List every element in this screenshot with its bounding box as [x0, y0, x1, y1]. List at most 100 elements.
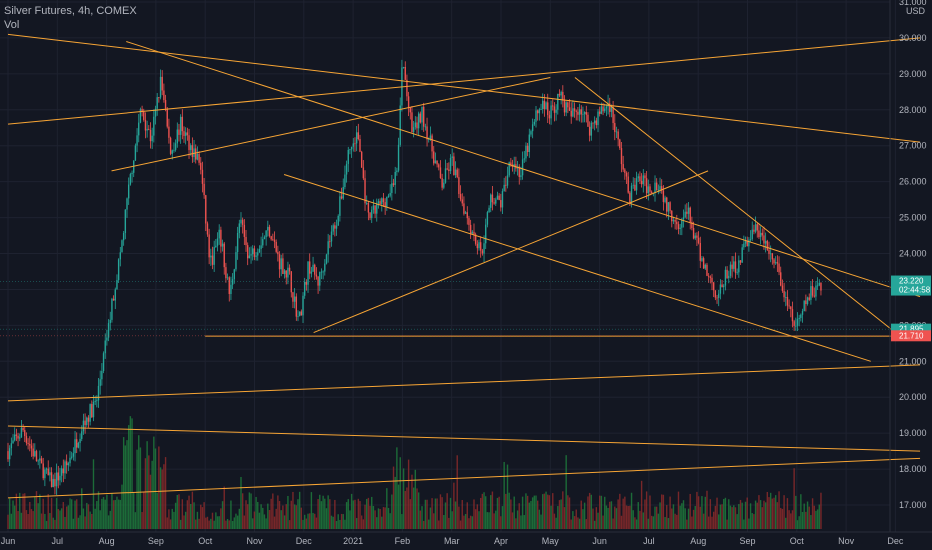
candle-body	[7, 451, 9, 460]
volume-bar	[332, 516, 334, 529]
volume-bar	[481, 493, 484, 529]
candle-body	[763, 235, 765, 244]
volume-bar	[280, 510, 282, 529]
candle-body	[543, 100, 546, 110]
volume-bar	[394, 476, 396, 529]
volume-bar	[309, 513, 311, 529]
candle-body	[72, 453, 75, 457]
volume-bar	[664, 517, 666, 529]
candle-body	[344, 174, 346, 187]
candle-body	[451, 156, 453, 158]
volume-bar	[364, 504, 366, 529]
volume-bar	[709, 499, 712, 529]
candle-body	[756, 224, 758, 231]
volume-bar	[292, 491, 294, 529]
volume-bar	[429, 507, 432, 529]
volume-bar	[330, 515, 333, 529]
volume-bar	[345, 502, 348, 529]
volume-bar	[764, 502, 767, 529]
candle-body	[748, 239, 750, 247]
candle-body	[101, 370, 103, 380]
time-axis[interactable]: Jun Jul Aug Sep Oct Nov Dec 2021 Feb Mar Apr May Jun…	[1, 536, 904, 546]
volume-bar	[691, 516, 693, 529]
candle-body	[731, 264, 733, 269]
candle-body	[406, 79, 408, 97]
volume-bar	[614, 506, 616, 529]
candle-body	[109, 319, 111, 324]
trendline[interactable]	[7, 425, 921, 452]
candle-body	[231, 279, 234, 285]
candle-body	[533, 121, 536, 125]
candle-body	[627, 176, 629, 193]
volume-bar	[389, 513, 391, 529]
volume-bar	[179, 519, 182, 529]
candle-body	[478, 242, 480, 249]
volume-bar	[50, 497, 53, 529]
trendline[interactable]	[7, 457, 921, 499]
candle-body	[786, 297, 789, 306]
volume-bar	[164, 457, 167, 529]
volume-bar	[510, 499, 512, 529]
volume-bar	[781, 508, 784, 529]
volume-bar	[315, 517, 318, 529]
volume-bar	[69, 498, 71, 529]
candle-body	[257, 252, 259, 256]
trendline[interactable]	[7, 37, 921, 125]
candle-body	[712, 282, 715, 291]
candle-body	[530, 131, 532, 135]
candle-body	[632, 184, 634, 186]
volume-bar	[382, 507, 385, 529]
chart-legend[interactable]: Silver Futures, 4h, COMEX Vol	[4, 4, 137, 32]
candle-body	[371, 209, 373, 219]
volume-bar	[578, 518, 581, 529]
candle-body	[391, 183, 393, 193]
volume-bar	[552, 493, 554, 529]
volume-bar	[230, 500, 232, 529]
volume-bar	[52, 517, 54, 529]
volume-bar	[402, 468, 405, 529]
candle-body	[171, 150, 173, 154]
volume-bar	[89, 511, 91, 529]
candle-body	[144, 119, 147, 131]
volume-bar	[156, 492, 158, 529]
trendline[interactable]	[283, 173, 871, 362]
candle-body	[659, 186, 661, 190]
price-axis[interactable]: 31.000 30.000 29.000 28.000 27.000 26.000 25.0…	[899, 0, 927, 510]
trendline[interactable]	[7, 364, 921, 402]
volume-bar	[751, 513, 753, 529]
volume-bar	[144, 458, 147, 529]
volume-bar	[357, 498, 360, 529]
volume-bar	[766, 491, 769, 529]
candle-body	[241, 219, 244, 225]
volume-bar	[585, 519, 587, 529]
volume-bar	[54, 519, 56, 529]
trendline[interactable]	[111, 76, 551, 172]
candle-body	[173, 149, 175, 151]
candle-body	[138, 122, 140, 136]
candle-body	[324, 263, 326, 272]
candle-body	[129, 174, 132, 185]
candle-body	[228, 277, 230, 295]
y-tick-label: 25.000	[899, 213, 927, 223]
candle-body	[218, 229, 220, 239]
candle-body	[250, 254, 252, 256]
volume-bar	[161, 469, 163, 529]
trendline[interactable]	[126, 41, 921, 298]
candle-body	[258, 248, 261, 253]
candle-body	[620, 148, 623, 165]
volume-bar	[798, 516, 800, 529]
volume-bar	[531, 497, 534, 529]
trendline[interactable]	[313, 170, 709, 334]
trendline[interactable]	[574, 77, 896, 333]
candle-body	[785, 297, 787, 298]
volume-bar	[34, 496, 36, 529]
volume-bar	[647, 518, 650, 529]
candle-body	[454, 169, 457, 176]
candle-body	[44, 469, 46, 479]
candle-body	[733, 261, 735, 269]
candle-body	[208, 234, 210, 258]
volume-bar	[535, 495, 537, 529]
candle-body	[716, 297, 718, 299]
volume-bar	[555, 517, 557, 529]
